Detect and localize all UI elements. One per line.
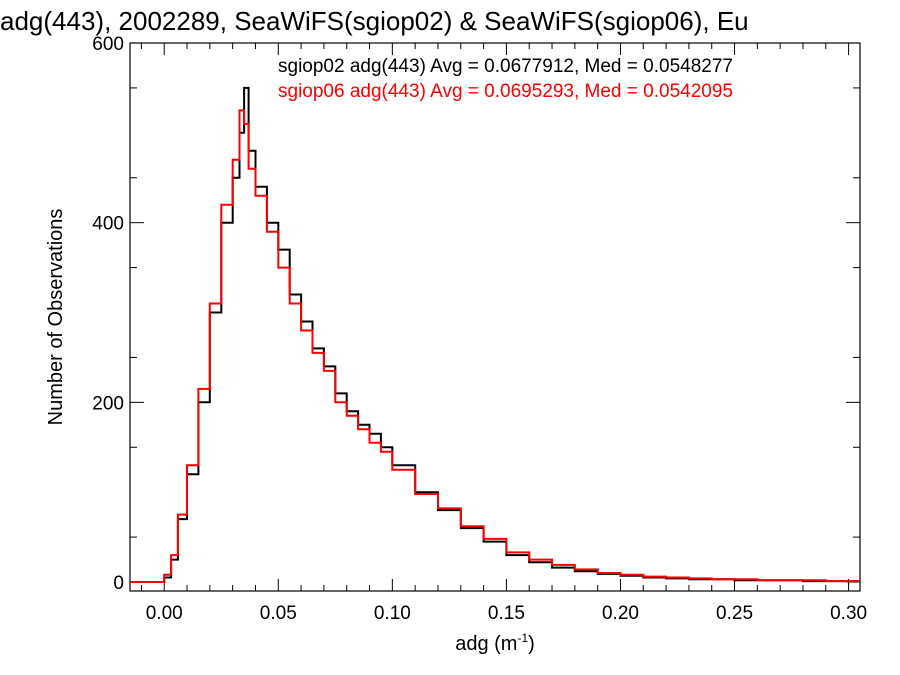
x-axis-label-sup: -1 xyxy=(517,631,528,645)
y-tick-label: 0 xyxy=(113,573,124,594)
x-tick-labels: 0.00 0.05 0.10 0.15 0.20 0.25 0.30 xyxy=(146,603,867,624)
y-tick-label: 600 xyxy=(92,34,124,55)
legend-annotation-sgiop02: sgiop02 adg(443) Avg = 0.0677912, Med = … xyxy=(278,56,733,77)
x-tick-label: 0.30 xyxy=(830,603,867,624)
x-axis-label: adg (m-1) xyxy=(455,631,535,655)
y-axis-label: Number of Observations xyxy=(45,209,67,426)
y-tick-label: 400 xyxy=(92,214,124,235)
x-axis-label-end: ) xyxy=(528,633,535,655)
x-tick-label: 0.15 xyxy=(488,603,525,624)
y-tick-labels: 0 200 400 600 xyxy=(92,34,124,594)
axis-ticks xyxy=(130,42,860,591)
x-tick-label: 0.00 xyxy=(146,603,183,624)
y-tick-label: 200 xyxy=(92,393,124,414)
legend-annotation-sgiop06: sgiop06 adg(443) Avg = 0.0695293, Med = … xyxy=(278,81,733,102)
series-group xyxy=(130,86,860,583)
x-tick-label: 0.25 xyxy=(716,603,753,624)
series-line-sgiop02 xyxy=(130,86,860,583)
chart-title: adg(443), 2002289, SeaWiFS(sgiop02) & Se… xyxy=(0,6,749,36)
x-tick-label: 0.10 xyxy=(374,603,411,624)
x-axis-label-base: adg (m xyxy=(455,633,517,655)
x-tick-label: 0.05 xyxy=(260,603,297,624)
x-tick-label: 0.20 xyxy=(602,603,639,624)
plot-frame xyxy=(129,42,861,592)
series-line-sgiop06 xyxy=(130,109,860,583)
